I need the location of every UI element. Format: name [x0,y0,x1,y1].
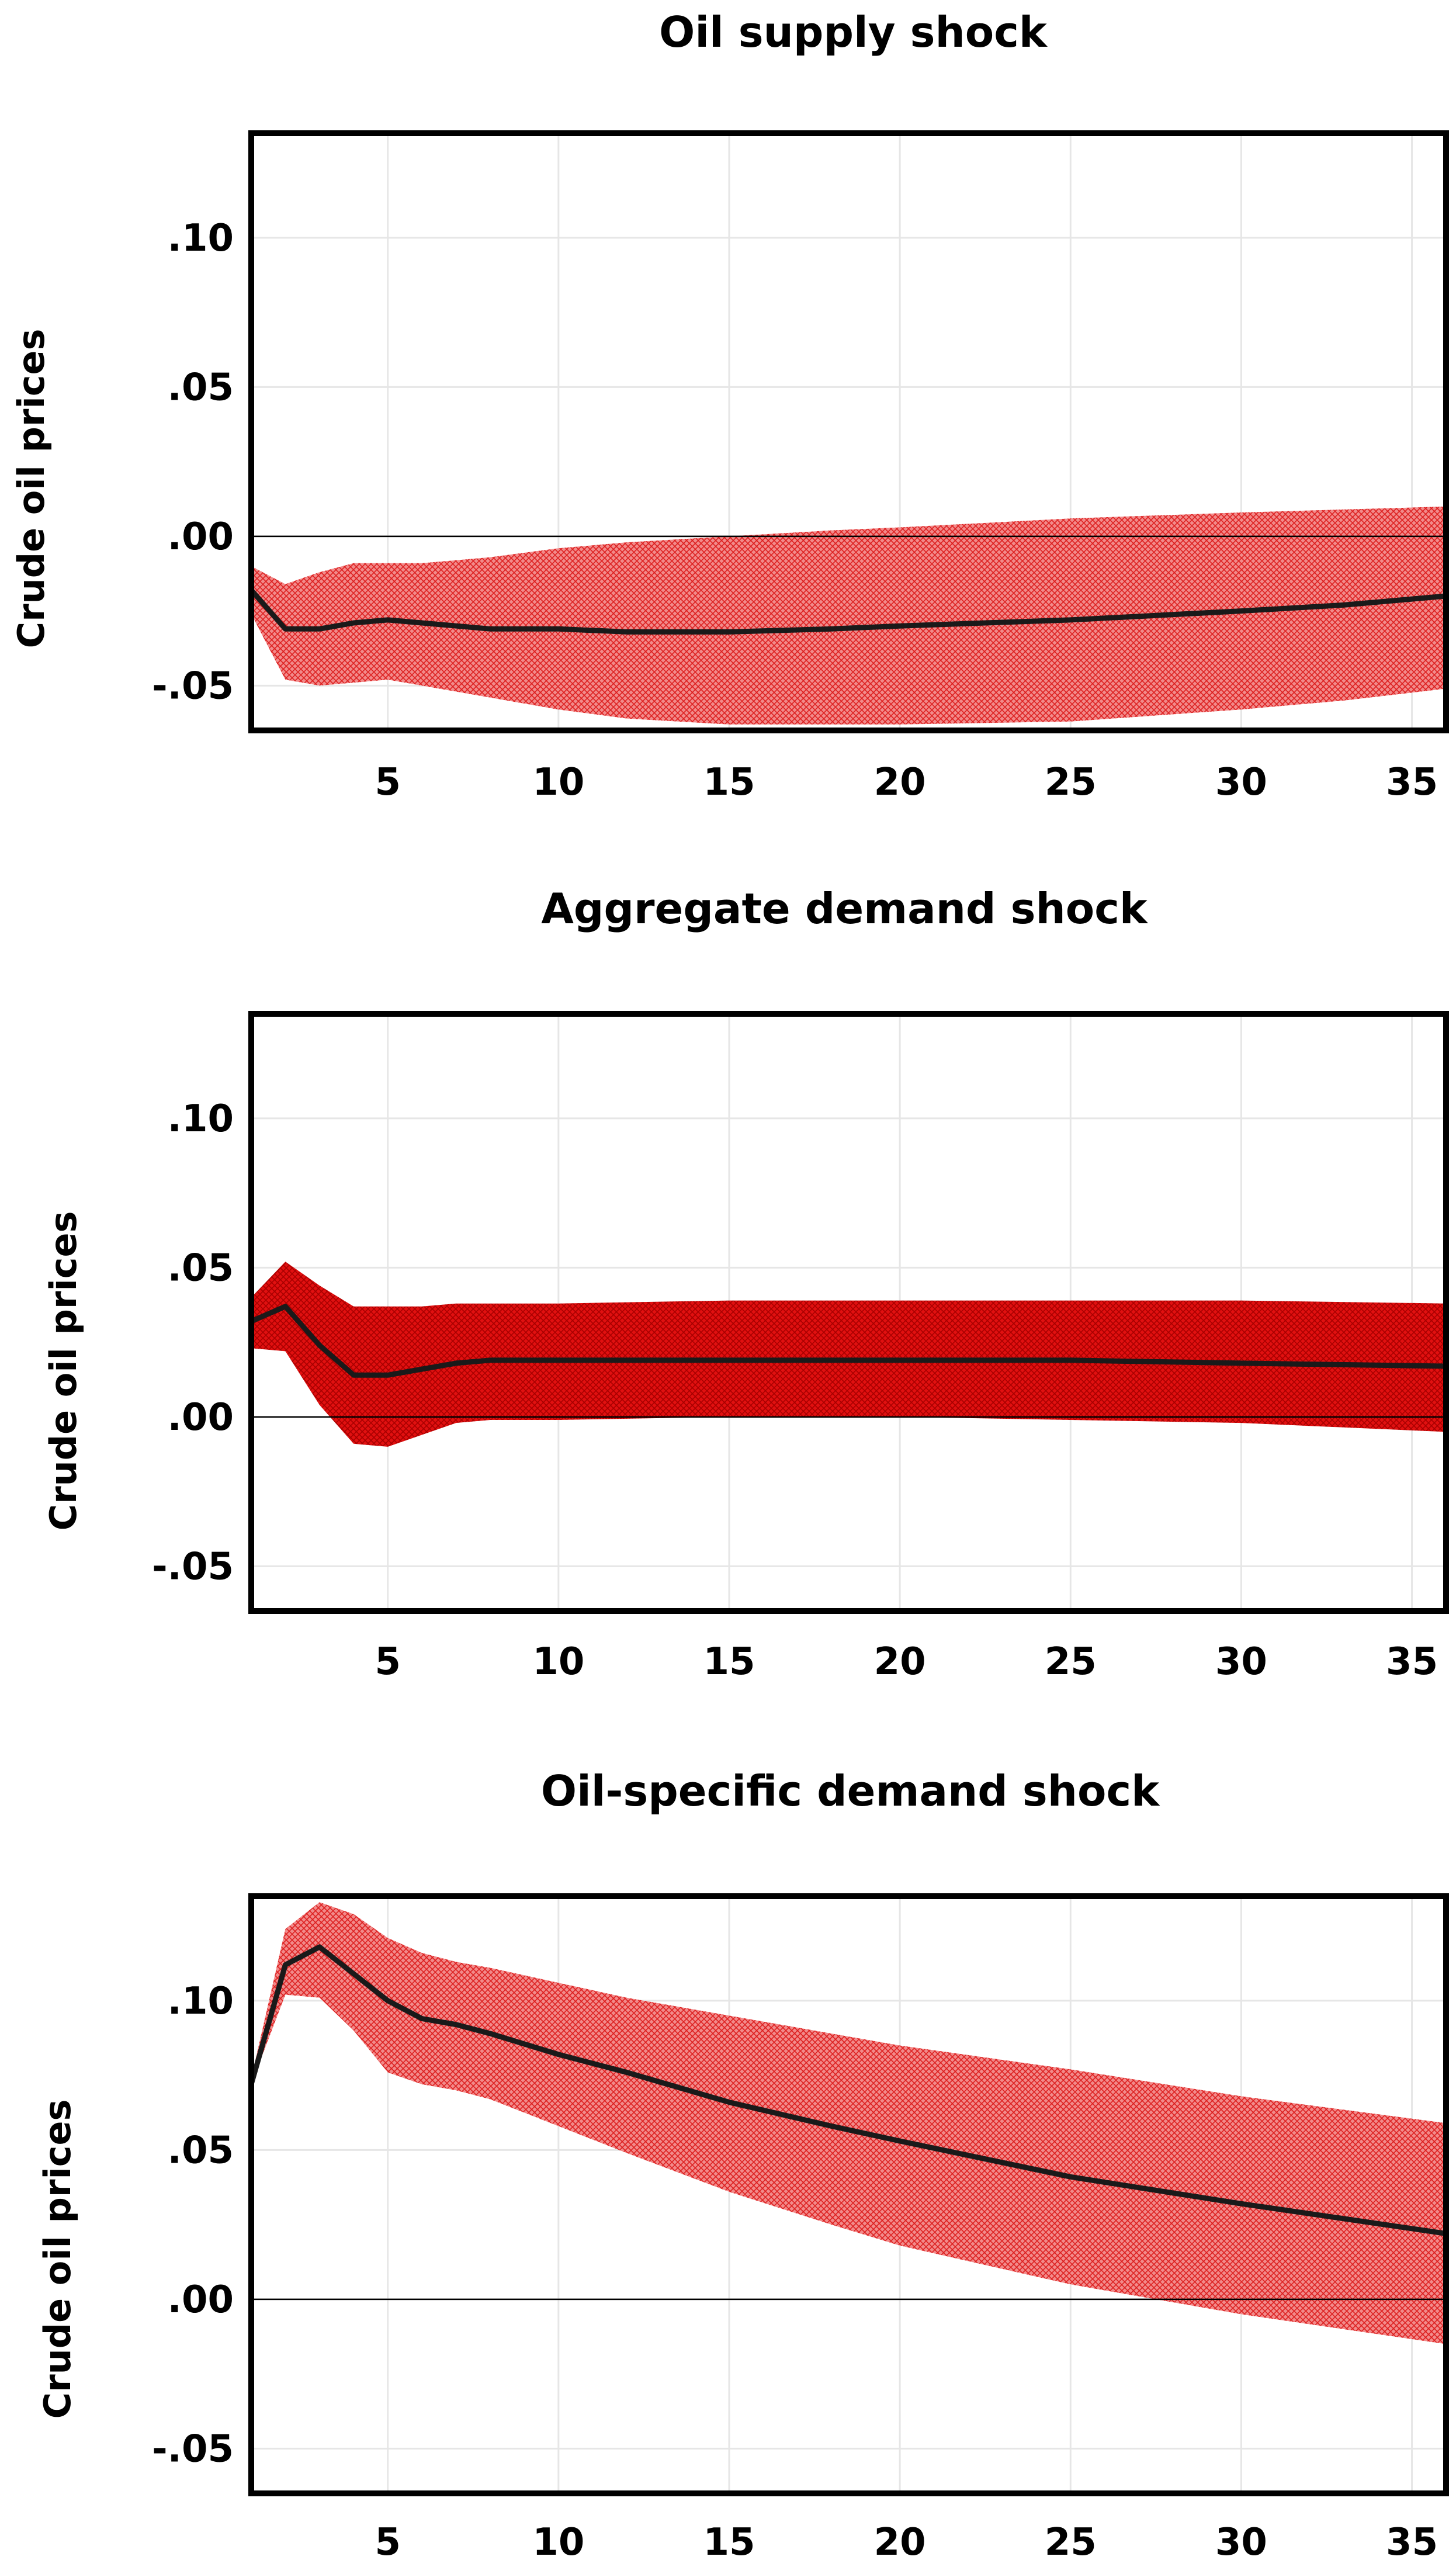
y-tick-label: -.05 [152,1545,234,1588]
gridlines [251,1014,1446,1611]
x-ticks: 5 10 15 20 25 30 35 [375,761,1438,804]
y-axis-label: Crude oil prices [42,1211,85,1531]
y-axis-label: Crude oil prices [10,329,53,649]
panel-title: Oil-specific demand shock [541,1766,1160,1816]
x-tick-label: 10 [532,2521,584,2560]
x-tick-label: 20 [874,2521,926,2560]
x-ticks: 5 10 15 20 25 30 35 [375,1640,1438,1683]
y-tick-label: .05 [168,366,234,409]
panel-title: Oil supply shock [659,8,1048,57]
x-tick-label: 5 [375,1640,401,1683]
panel-oil-supply-shock: Oil supply shock Crude oil prices .10 .0… [10,8,1449,804]
x-tick-label: 20 [874,1640,926,1683]
x-tick-label: 25 [1045,761,1097,804]
y-tick-label: .10 [168,1097,234,1141]
y-tick-label: .05 [168,1246,234,1290]
median-response-line [250,1304,1447,1378]
median-response-line [248,1944,1447,2236]
y-ticks: .10 .05 .00 -.05 [152,1980,234,2471]
y-axis-label: Crude oil prices [36,2100,79,2419]
x-tick-label: 5 [375,761,401,804]
plot-frame [248,130,1449,733]
x-tick-label: 15 [703,2521,755,2560]
confidence-band [251,506,1446,725]
x-tick-label: 5 [375,2521,401,2560]
x-tick-label: 10 [532,1640,584,1683]
y-tick-label: .10 [168,1980,234,2023]
median-response-line [249,588,1447,635]
y-ticks: .10 .05 .00 -.05 [152,1097,234,1589]
panel-oil-specific-demand-shock: Oil-specific demand shock Crude oil pric… [36,1766,1449,2560]
x-tick-label: 35 [1386,1640,1438,1683]
y-tick-label: .10 [168,217,234,260]
x-tick-label: 10 [532,761,584,804]
x-tick-label: 30 [1215,1640,1267,1683]
x-tick-label: 15 [703,1640,755,1683]
confidence-band [251,1262,1446,1447]
panel-title: Aggregate demand shock [541,884,1149,933]
x-ticks: 5 10 15 20 25 30 35 [375,2521,1438,2560]
x-tick-label: 35 [1386,2521,1438,2560]
y-tick-label: -.05 [152,2427,234,2471]
x-tick-label: 30 [1215,2521,1267,2560]
x-tick-label: 15 [703,761,755,804]
confidence-band [251,1902,1446,2344]
y-tick-label: .00 [168,515,234,559]
x-tick-label: 25 [1045,2521,1097,2560]
plot-frame [248,1893,1449,2496]
y-tick-label: .05 [168,2129,234,2172]
plot-frame [248,1011,1449,1614]
y-tick-label: .00 [168,1396,234,1439]
x-tick-label: 35 [1386,761,1438,804]
y-tick-label: .00 [168,2278,234,2322]
x-tick-label: 25 [1045,1640,1097,1683]
y-ticks: .10 .05 .00 -.05 [152,217,234,708]
x-tick-label: 30 [1215,761,1267,804]
y-tick-label: -.05 [152,664,234,708]
panel-aggregate-demand-shock: Aggregate demand shock Crude oil prices … [42,884,1449,1683]
x-tick-label: 20 [874,761,926,804]
